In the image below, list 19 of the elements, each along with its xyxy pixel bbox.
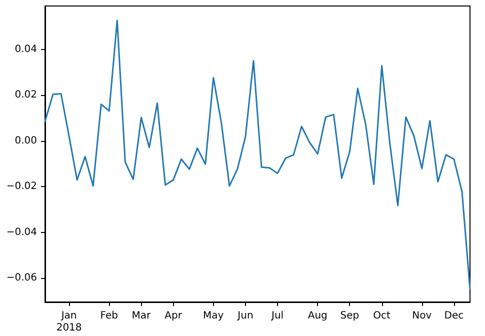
y-tick-label: −0.06 xyxy=(6,272,37,284)
x-tick-label: May xyxy=(203,310,224,322)
x-tick-label: Mar xyxy=(132,310,152,322)
x-tick-label: Jun xyxy=(236,310,254,322)
x-tick-label: Jan 2018 xyxy=(56,310,82,334)
x-tick-label: Aug xyxy=(308,310,328,322)
y-tick-label: 0.02 xyxy=(14,90,37,101)
y-tick-label: 0.04 xyxy=(14,44,37,55)
y-tick-label: −0.04 xyxy=(6,226,37,238)
x-tick-label: Nov xyxy=(412,310,432,322)
y-tick-label: 0.00 xyxy=(14,135,37,146)
line-series xyxy=(44,20,471,290)
x-tick-label: Apr xyxy=(164,310,183,322)
x-tick-label: Feb xyxy=(100,310,118,322)
x-tick-label: Sep xyxy=(340,310,360,322)
x-tick-label: Oct xyxy=(373,310,391,322)
x-tick-label: Dec xyxy=(444,310,464,322)
x-tick-label: Jul xyxy=(270,310,284,322)
y-tick-label: −0.02 xyxy=(6,181,37,192)
